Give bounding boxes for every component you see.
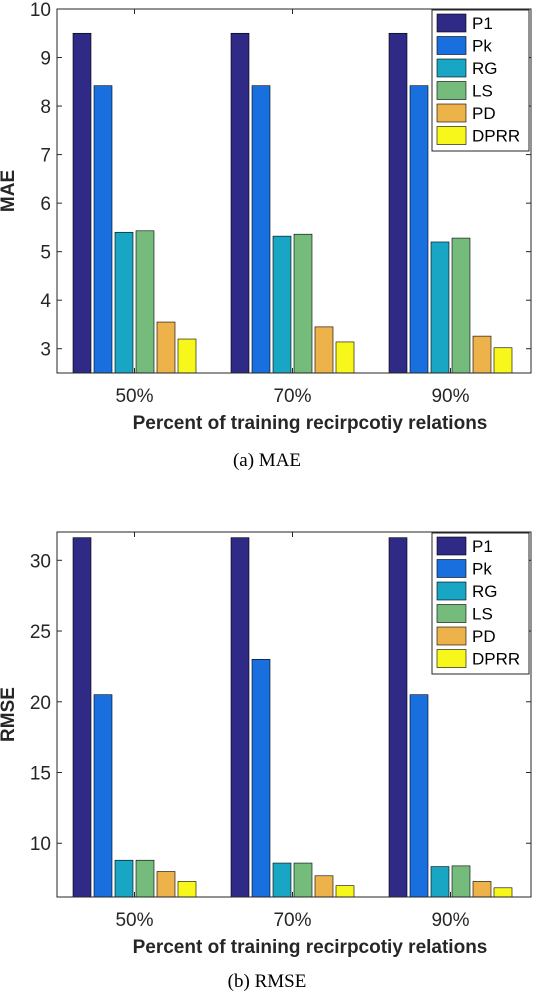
mae-y-tick-label: 5	[40, 243, 51, 264]
mae-plot-frame	[56, 8, 532, 374]
rmse-x-tick-label: 70%	[273, 910, 311, 931]
mae-bar-pk-90pct	[409, 85, 429, 374]
rmse-legend-label-ls: LS	[472, 605, 493, 624]
rmse-y-tick-label: 30	[30, 551, 51, 572]
mae-bar-ls-50pct	[135, 230, 155, 374]
rmse-y-tick-label: 20	[30, 693, 51, 714]
mae-bar-dprr-50pct	[177, 338, 197, 374]
rmse-legend-label-pd: PD	[472, 627, 496, 646]
mae-bar-pk-50pct	[93, 85, 113, 374]
mae-bar-pk-70pct	[251, 85, 271, 374]
mae-bar-dprr-90pct	[493, 347, 513, 374]
mae-bar-p1-70pct	[230, 32, 250, 374]
rmse-bar-dprr-70pct	[335, 885, 355, 898]
rmse-legend-swatch-pk	[436, 559, 467, 578]
mae-legend-swatch-pd	[436, 103, 467, 123]
mae-bar-rg-90pct	[430, 241, 450, 374]
rmse-bar-rg-70pct	[272, 862, 292, 898]
mae-x-axis-label: Percent of training recirpcotiy relation…	[133, 413, 488, 434]
rmse-bar-pd-70pct	[314, 875, 334, 898]
mae-x-tick-label: 70%	[273, 386, 311, 407]
rmse-legend-label-dprr: DPRR	[472, 650, 520, 669]
rmse-y-tick-label: 15	[30, 764, 51, 785]
mae-bar-pd-90pct	[472, 335, 492, 374]
mae-legend-swatch-ls	[436, 81, 467, 100]
rmse-bar-ls-50pct	[135, 859, 155, 898]
rmse-bar-rg-90pct	[430, 866, 450, 898]
rmse-plot-frame	[56, 531, 532, 898]
rmse-bar-ls-70pct	[293, 862, 313, 898]
rmse-legend-swatch-ls	[436, 604, 467, 623]
rmse-legend-label-p1: P1	[472, 537, 493, 556]
rmse-legend-swatch-p1	[436, 536, 467, 556]
rmse-bars	[72, 537, 513, 898]
mae-y-axis-label: MAE	[0, 170, 19, 212]
rmse-bar-pk-50pct	[93, 694, 113, 898]
rmse-bar-pk-70pct	[251, 659, 271, 898]
mae-legend-swatch-rg	[436, 58, 467, 78]
mae-bar-pd-70pct	[314, 326, 334, 374]
mae-bar-pd-50pct	[156, 321, 176, 374]
rmse-y-tick-label: 10	[30, 834, 51, 855]
mae-legend-swatch-p1	[436, 13, 467, 33]
mae-legend-swatch-dprr	[436, 126, 467, 145]
rmse-legend-label-rg: RG	[472, 582, 498, 601]
rmse-legend: P1 Pk RG LS PD DPRR	[431, 532, 530, 675]
mae-bar-ls-90pct	[451, 237, 471, 374]
rmse-legend-label-pk: Pk	[472, 560, 492, 579]
rmse-legend-swatch-rg	[436, 581, 467, 601]
mae-legend-label-ls: LS	[472, 82, 493, 101]
rmse-x-ticks: 50% 70% 90%	[115, 532, 470, 931]
mae-y-tick-label: 6	[40, 194, 51, 215]
rmse-bar-pk-90pct	[409, 694, 429, 898]
rmse-y-tick-label: 25	[30, 622, 51, 643]
rmse-x-tick-label: 50%	[115, 910, 153, 931]
mae-y-tick-label: 8	[40, 97, 51, 118]
mae-legend-label-pk: Pk	[472, 37, 492, 56]
mae-legend: P1 Pk RG LS PD DPRR	[431, 9, 530, 152]
mae-y-tick-label: 7	[40, 146, 51, 167]
mae-chart-panel: 3 4 5 6 7 8 9 10 50% 70% 90% Percent of training …	[0, 0, 532, 471]
mae-caption: (a) MAE	[233, 450, 301, 471]
rmse-legend-swatch-dprr	[436, 649, 467, 668]
mae-y-ticks: 3 4 5 6 7 8 9 10	[30, 0, 531, 361]
mae-legend-label-p1: P1	[472, 14, 493, 33]
mae-bars	[72, 32, 513, 374]
rmse-y-axis-label: RMSE	[0, 687, 19, 742]
mae-bar-ls-70pct	[293, 233, 313, 374]
mae-y-tick-label: 9	[40, 49, 51, 70]
mae-legend-label-pd: PD	[472, 104, 496, 123]
rmse-bar-dprr-50pct	[177, 881, 197, 898]
mae-bar-rg-50pct	[114, 231, 134, 374]
rmse-bar-dprr-90pct	[493, 887, 513, 898]
mae-y-tick-label: 10	[30, 0, 51, 21]
rmse-bar-p1-50pct	[72, 537, 92, 898]
mae-x-ticks: 50% 70% 90%	[115, 9, 470, 407]
mae-legend-label-dprr: DPRR	[472, 127, 520, 146]
rmse-y-ticks: 10 15 20 25 30	[30, 551, 531, 855]
rmse-bar-pd-90pct	[472, 881, 492, 898]
rmse-caption: (b) RMSE	[228, 971, 307, 992]
mae-x-tick-label: 50%	[115, 386, 153, 407]
mae-bar-p1-50pct	[72, 32, 92, 374]
rmse-bar-p1-90pct	[388, 537, 408, 898]
mae-y-tick-label: 4	[40, 291, 51, 312]
rmse-chart-panel: 10 15 20 25 30 50% 70% 90% Percent of training…	[0, 531, 532, 992]
mae-legend-swatch-pk	[436, 36, 467, 55]
rmse-bar-p1-70pct	[230, 537, 250, 898]
rmse-bar-rg-50pct	[114, 859, 134, 898]
mae-bar-rg-70pct	[272, 235, 292, 374]
rmse-bar-pd-50pct	[156, 871, 176, 898]
rmse-x-tick-label: 90%	[431, 910, 469, 931]
rmse-x-axis-label: Percent of training recirpcotiy relation…	[133, 937, 488, 958]
mae-bar-p1-90pct	[388, 32, 408, 374]
rmse-legend-swatch-pd	[436, 626, 467, 646]
mae-y-tick-label: 3	[40, 340, 51, 361]
rmse-bar-ls-90pct	[451, 865, 471, 898]
mae-x-tick-label: 90%	[431, 386, 469, 407]
mae-legend-label-rg: RG	[472, 59, 498, 78]
mae-bar-dprr-70pct	[335, 341, 355, 374]
